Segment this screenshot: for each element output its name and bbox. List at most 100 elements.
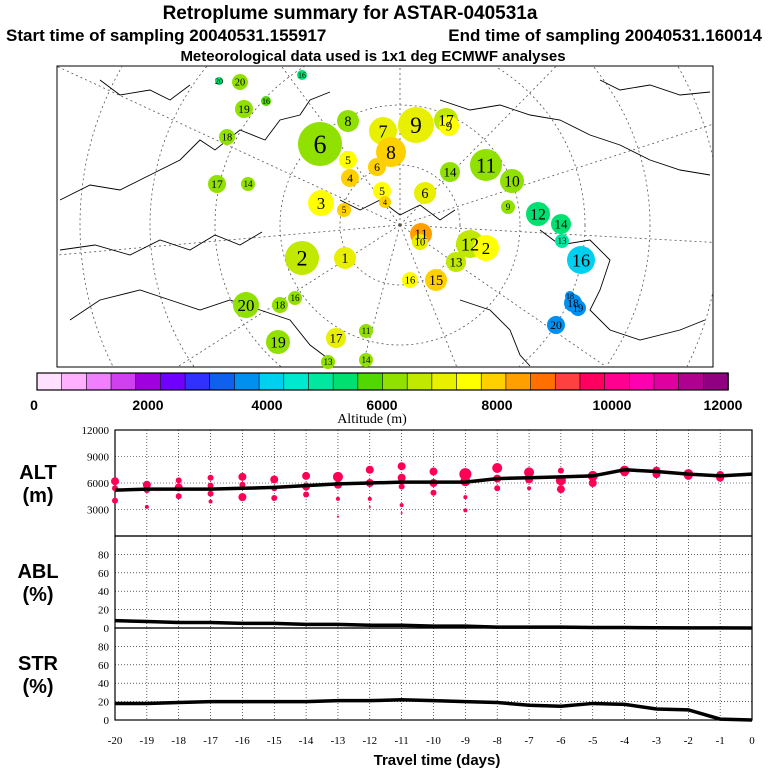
plume-day-label: 5 (342, 205, 347, 215)
altitude-dot (524, 467, 535, 478)
colorbar-tick-label: 0 (30, 397, 38, 413)
colorbar-swatch (480, 372, 507, 391)
plume-circle (261, 96, 271, 106)
colorbar-frame (36, 372, 729, 391)
plume-day-label: 18 (566, 292, 574, 301)
altitude-dot (556, 485, 565, 494)
plume-day-label: 17 (211, 178, 223, 191)
altitude-dot (270, 475, 279, 484)
plume-day-label: 6 (314, 130, 327, 159)
plume-day-label: 20 (550, 319, 562, 332)
plume-day-label: 16 (262, 97, 270, 106)
colorbar-tick-label: 2000 (132, 397, 163, 413)
y-tick-label: 9000 (87, 452, 110, 464)
y-tick-label: 12000 (82, 425, 110, 437)
x-tick-label: 0 (749, 735, 755, 747)
plume-circle (288, 291, 302, 305)
plume-day-label: 15 (429, 273, 443, 289)
plume-day-label: 16 (298, 71, 306, 80)
altitude-dot (367, 496, 372, 501)
plume-circle (266, 330, 290, 354)
plume-circle (241, 177, 255, 191)
altitude-dot (463, 495, 468, 500)
altitude-dot (207, 482, 214, 489)
colorbar-swatch (653, 372, 680, 391)
figure-title: Retroplume summary for ASTAR-040531a (163, 3, 538, 24)
colorbar-swatch (456, 372, 483, 391)
altitude-dot (332, 471, 343, 482)
plume-circle (570, 300, 586, 316)
y-tick-label: 40 (98, 586, 110, 598)
plume-day-label: 3 (317, 194, 325, 213)
plume-circle (425, 269, 447, 291)
altitude-dot (271, 495, 278, 502)
panel-abl: 0 20 40 60 80 ABL(%) (17, 535, 753, 635)
altitude-dot (175, 493, 182, 500)
plume-circle (500, 169, 524, 193)
colorbar-tick-label: 10000 (593, 397, 632, 413)
plume-day-label: 2 (296, 246, 307, 271)
altitude-dot (588, 479, 597, 487)
plume-day-label: 4 (347, 172, 353, 185)
plume-day-label: 14 (361, 355, 371, 365)
altitude-dot (492, 462, 503, 473)
plume-circle (341, 169, 359, 187)
plume-day-label: 1 (341, 251, 348, 267)
panel-alt: 3000 6000 9000 12000 ALT(m) (19, 425, 753, 537)
plume-day-label: 12 (461, 234, 479, 254)
colorbar-swatch (61, 372, 88, 391)
coastlines (59, 79, 711, 367)
x-tick-label: -6 (556, 735, 566, 747)
plume-circle (402, 272, 418, 288)
plume-circle (235, 100, 253, 118)
plume-day-label: 4 (383, 198, 387, 207)
colorbar-swatch (160, 372, 186, 391)
y-tick-label: 80 (98, 549, 110, 561)
altitude-dot (397, 462, 406, 471)
colorbar-swatch (703, 372, 729, 391)
colorbar-swatch (135, 372, 162, 391)
plume-day-label: 8 (344, 114, 351, 130)
x-tick-label: -9 (461, 735, 471, 747)
colorbar-tick-label: 12000 (704, 397, 743, 413)
y-tick-label: 0 (104, 623, 110, 635)
y-axis-unit: (m) (22, 485, 53, 507)
plume-circle (337, 203, 351, 217)
colorbar-swatch (530, 372, 557, 391)
y-tick-label: 60 (98, 568, 110, 580)
y-tick-label: 60 (98, 660, 110, 672)
plume-circle (232, 74, 248, 90)
altitude-dot (144, 504, 149, 509)
plume-circle (501, 200, 515, 214)
y-tick-label: 20 (98, 605, 110, 617)
colorbar-swatch (505, 372, 532, 391)
plume-day-label: 11 (362, 326, 371, 336)
plume-day-label: 5 (345, 154, 351, 167)
altitude-dot (459, 468, 472, 481)
altitude-dot (398, 483, 405, 490)
plume-circle (272, 297, 288, 313)
met-data-note: Meteorological data used is 1x1 deg ECMW… (180, 48, 565, 65)
y-tick-label: 40 (98, 678, 110, 690)
plume-day-label: 16 (290, 293, 300, 303)
plume-circle (526, 202, 550, 226)
plume-circle (373, 182, 391, 200)
x-tick-label: -15 (267, 735, 282, 747)
plume-day-label: 14 (555, 217, 569, 232)
plume-day-label: 20 (235, 78, 245, 89)
altitude-dot (400, 512, 403, 515)
colorbar-swatch (209, 372, 236, 391)
colorbar-swatch (678, 372, 705, 391)
altitude-dot (208, 499, 213, 504)
plume-circle (308, 190, 334, 216)
altitude-dot (527, 486, 532, 491)
colorbar-swatch (110, 372, 137, 391)
plume-circle (565, 291, 575, 301)
plume-circle (376, 137, 406, 167)
plume-day-label: 9 (446, 119, 453, 134)
plume-day-label: 10 (504, 173, 520, 190)
plume-day-label: 5 (379, 185, 385, 198)
altitude-dot (207, 474, 214, 481)
plume-day-label: 12 (530, 206, 546, 223)
